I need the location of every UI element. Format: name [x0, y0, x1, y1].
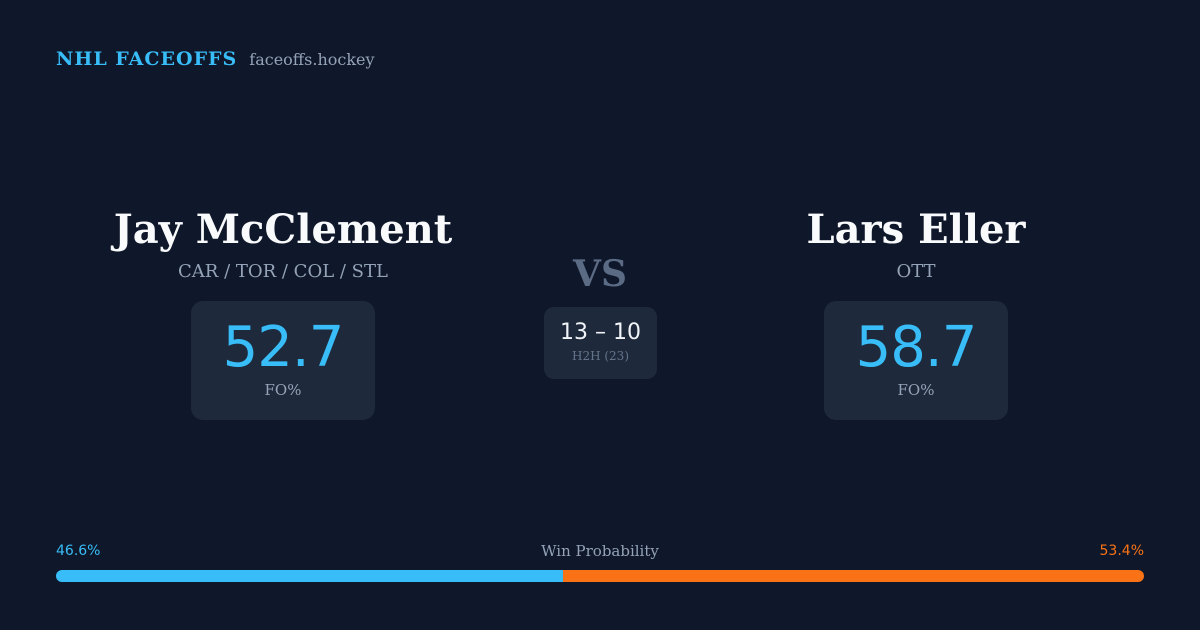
brand-url: faceoffs.hockey: [249, 50, 375, 69]
faceoff-percentage: 58.7: [855, 315, 978, 380]
faceoff-stat-card: 58.7 FO%: [823, 301, 1009, 420]
player-name: Lars Eller: [806, 206, 1026, 253]
faceoff-label: FO%: [264, 381, 302, 399]
right-probability-label: 53.4%: [1099, 543, 1144, 559]
win-probability-bar: [56, 570, 1144, 582]
faceoff-stat-card: 52.7 FO%: [190, 301, 376, 420]
player-right: Lars Eller OTT 58.7 FO%: [676, 205, 1156, 420]
versus-label: VS: [573, 253, 627, 295]
faceoff-label: FO%: [897, 381, 935, 399]
player-left: Jay McClement CAR / TOR / COL / STL 52.7…: [43, 205, 523, 420]
right-probability-fill: [563, 570, 1144, 582]
left-probability-label: 46.6%: [56, 543, 101, 559]
win-probability-title: Win Probability: [541, 542, 659, 560]
player-teams: CAR / TOR / COL / STL: [178, 261, 388, 282]
win-probability-header: 46.6% Win Probability 53.4%: [56, 542, 1144, 563]
player-teams: OTT: [896, 261, 936, 282]
brand: NHL FACEOFFS faceoffs.hockey: [56, 48, 375, 70]
head-to-head-card: 13 – 10 H2H (23): [544, 307, 657, 379]
brand-name: NHL FACEOFFS: [56, 48, 238, 70]
head-to-head-label: H2H (23): [571, 349, 629, 363]
left-probability-fill: [56, 570, 563, 582]
head-to-head-score: 13 – 10: [560, 320, 641, 345]
faceoff-percentage: 52.7: [222, 315, 345, 380]
player-name: Jay McClement: [113, 206, 453, 253]
